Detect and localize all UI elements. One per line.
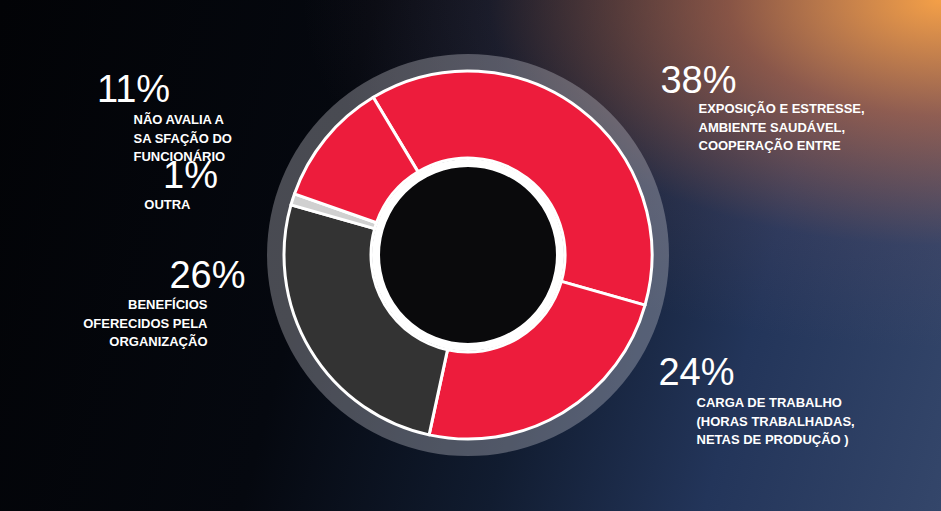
svg-text:38%: 38% bbox=[660, 59, 736, 101]
svg-text:OUTRA: OUTRA bbox=[144, 197, 191, 212]
svg-text:1%: 1% bbox=[163, 153, 218, 196]
svg-text:BENEFÍCIOSOFERECIDOS PELAORGAN: BENEFÍCIOSOFERECIDOS PELAORGANIZAÇÃO bbox=[83, 297, 208, 348]
svg-text:11%: 11% bbox=[97, 68, 170, 110]
svg-text:NÃO AVALIA ASA SFAÇÃO DOFUNCIO: NÃO AVALIA ASA SFAÇÃO DOFUNCIONÁRIO bbox=[134, 112, 232, 163]
svg-text:CARGA DE TRABALHO(HORAS TRABAL: CARGA DE TRABALHO(HORAS TRABALHADAS,NETA… bbox=[697, 395, 855, 446]
svg-text:26%: 26% bbox=[169, 254, 245, 296]
svg-text:EXPOSIÇÃO E ESTRESSE,AMBIENTE: EXPOSIÇÃO E ESTRESSE,AMBIENTE SAUDÁVEL,C… bbox=[699, 101, 865, 152]
svg-text:24%: 24% bbox=[658, 351, 734, 393]
